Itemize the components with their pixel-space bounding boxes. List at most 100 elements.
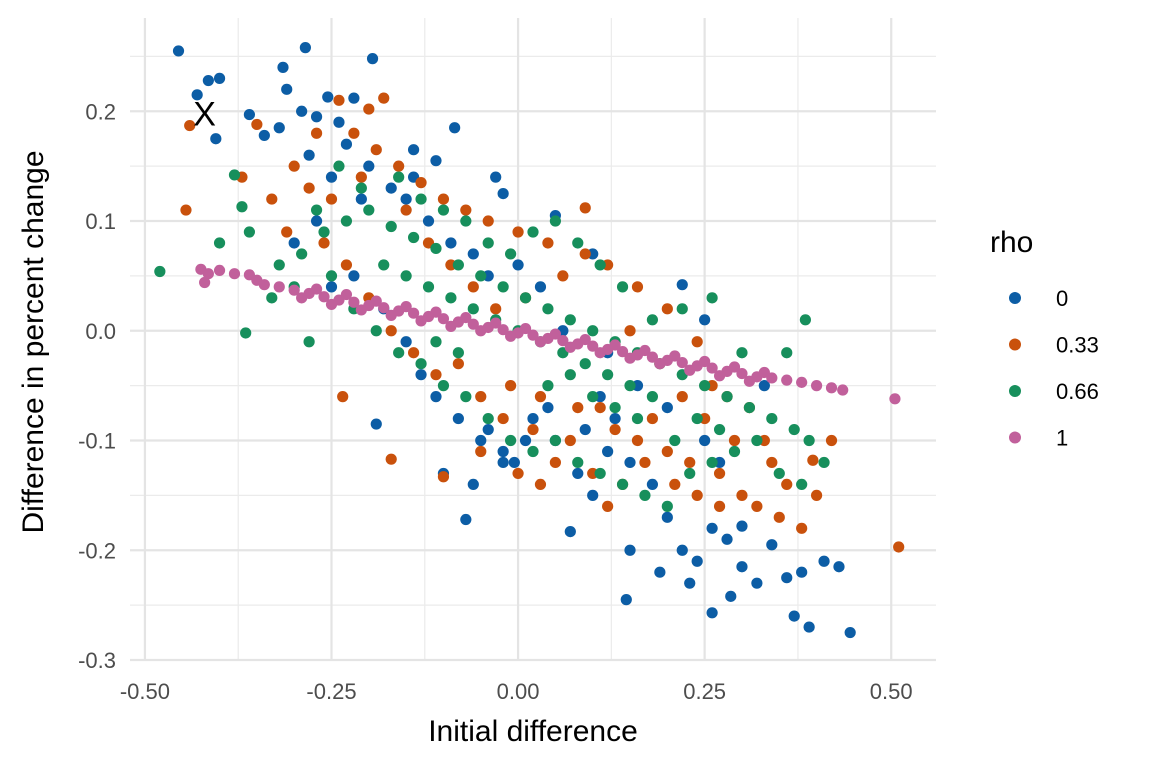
data-point [519, 292, 532, 304]
data-point [684, 467, 696, 480]
legend-entries: 0 0.33 0.66 1 [1009, 286, 1099, 451]
data-point [258, 279, 270, 291]
data-point [572, 237, 584, 249]
data-point [609, 339, 621, 351]
data-point [191, 89, 203, 101]
data-point [363, 204, 375, 216]
x-axis-ticks: -0.50 -0.25 0.00 0.25 0.50 [120, 679, 913, 704]
data-point [512, 259, 524, 271]
data-point [572, 401, 584, 414]
data-point [616, 478, 629, 491]
data-point [609, 401, 621, 414]
data-point [325, 281, 338, 293]
data-point [654, 566, 666, 578]
data-point [781, 374, 793, 386]
data-point [475, 445, 487, 458]
data-point [273, 259, 285, 271]
data-point [348, 270, 360, 282]
legend-label: 0.33 [1056, 333, 1099, 358]
data-point [505, 330, 517, 342]
data-point [445, 320, 457, 332]
data-point [318, 226, 330, 238]
data-point [467, 303, 479, 315]
data-point [549, 328, 561, 340]
data-point [407, 231, 420, 244]
data-point [889, 393, 901, 405]
data-point [564, 526, 576, 538]
data-point [646, 478, 659, 491]
data-point [624, 456, 636, 469]
data-point [348, 296, 360, 308]
data-point [773, 511, 785, 523]
data-point [333, 94, 345, 106]
data-point [676, 391, 688, 403]
legend-key [1009, 338, 1021, 351]
data-point [281, 83, 293, 95]
data-point [497, 324, 509, 336]
data-point [497, 456, 509, 469]
data-point [833, 561, 845, 573]
data-point [609, 423, 621, 436]
data-point [572, 467, 584, 480]
data-point [370, 418, 382, 430]
data-point [534, 391, 547, 403]
data-point [213, 264, 226, 277]
data-point [505, 380, 517, 392]
data-point [240, 327, 252, 339]
data-point [684, 577, 696, 589]
data-point [527, 423, 539, 436]
data-point [407, 307, 420, 319]
data-point [803, 434, 815, 447]
data-point [310, 283, 323, 295]
data-points [154, 42, 905, 639]
data-point [430, 391, 442, 403]
x-tick-label: -0.50 [120, 679, 170, 704]
data-point [303, 336, 315, 348]
data-point [266, 193, 278, 205]
series-0 [172, 42, 856, 639]
data-point [728, 361, 741, 373]
data-point [661, 500, 673, 512]
data-point [699, 314, 711, 326]
data-point [684, 364, 696, 376]
data-point [661, 303, 673, 315]
data-point [639, 489, 651, 501]
data-point [299, 42, 311, 54]
data-point [893, 541, 905, 553]
data-point [340, 259, 353, 271]
data-point [587, 325, 599, 337]
data-point [400, 301, 412, 313]
data-point [340, 138, 353, 150]
data-point [751, 434, 763, 447]
data-point [721, 391, 733, 403]
data-point [228, 268, 241, 280]
data-point [534, 478, 547, 491]
data-point [542, 237, 554, 249]
data-point [370, 144, 382, 156]
data-point [736, 347, 748, 359]
data-point [325, 171, 338, 183]
data-point [378, 92, 390, 104]
data-point [355, 182, 367, 194]
data-point [773, 467, 785, 480]
data-point [325, 270, 338, 282]
data-point [796, 522, 808, 534]
data-point [594, 347, 606, 359]
data-point [736, 489, 748, 501]
data-point [422, 215, 435, 227]
data-point [482, 423, 494, 436]
data-point [258, 129, 270, 142]
data-point [534, 336, 547, 348]
data-point [378, 302, 390, 314]
series-0.33 [180, 92, 905, 553]
y-tick-label: 0.1 [85, 209, 116, 234]
data-point [713, 467, 726, 480]
data-point [706, 292, 718, 304]
data-point [602, 445, 614, 458]
data-point [837, 384, 849, 396]
y-tick-label: -0.1 [78, 429, 116, 454]
data-point [415, 177, 427, 189]
data-point [564, 341, 576, 353]
legend-label: 1 [1056, 426, 1068, 451]
data-point [385, 220, 397, 233]
